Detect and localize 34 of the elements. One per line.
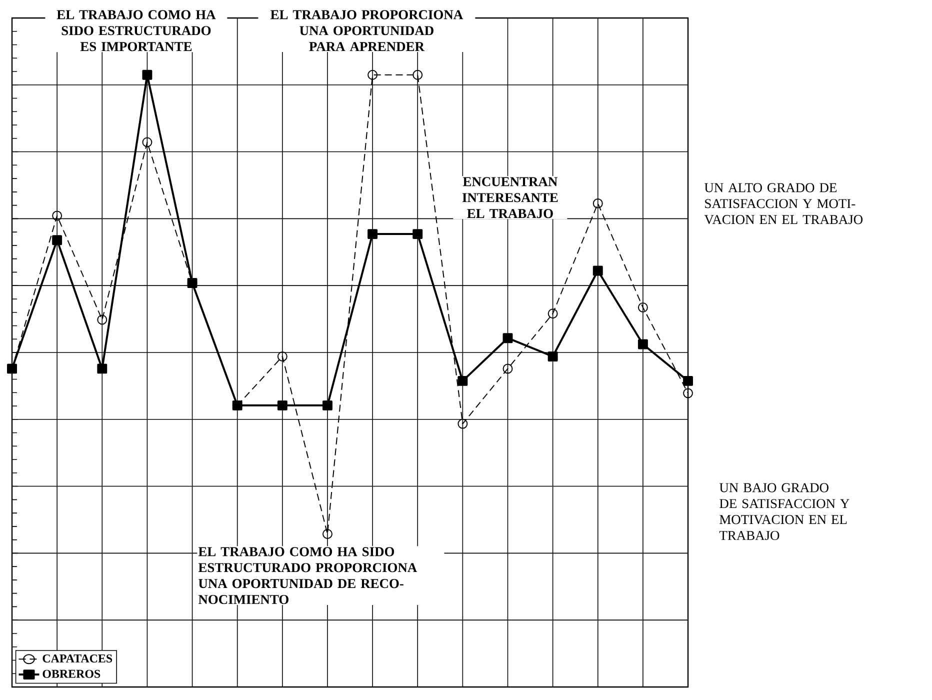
point xyxy=(52,235,62,246)
point xyxy=(52,210,62,221)
point xyxy=(97,314,108,325)
point xyxy=(368,70,378,80)
point xyxy=(277,351,288,362)
point xyxy=(458,418,468,429)
point xyxy=(592,198,603,208)
point xyxy=(142,70,152,80)
point xyxy=(368,229,378,240)
text: EL TRABAJO PROPORCIONA UNA OPORTUNIDAD PARA APRENDER xyxy=(270,10,463,51)
point xyxy=(548,351,558,362)
point xyxy=(322,400,332,410)
annotation: ENCUENTRAN INTERESANTE EL TRABAJO xyxy=(462,177,558,218)
point xyxy=(277,400,288,410)
point xyxy=(458,376,468,386)
legend-label: CAPATACES xyxy=(42,654,112,662)
point xyxy=(412,229,423,240)
legend-label: OBREROS xyxy=(42,670,100,678)
point xyxy=(683,388,693,398)
point xyxy=(322,528,332,539)
text: EL TRABAJO COMO HA SIDO ESTRUCTURADO ES IMPORTANTE xyxy=(56,10,216,52)
point xyxy=(638,302,648,312)
point xyxy=(97,364,108,374)
point xyxy=(502,364,513,374)
point xyxy=(548,308,558,319)
annotation: EL TRABAJO COMO HA SIDO ESTRUCTURADO PROPORCIONA UNA OPORTUNIDAD DE RECO-NOCIMIENTO xyxy=(198,547,418,604)
text: UN BAJO GRADO DE SATISFACCION Y MOTIVACION EN EL TRABAJO xyxy=(719,483,850,540)
point xyxy=(502,333,513,344)
text: UN ALTO GRADO DE SATISFACCION Y MOTI-VACION EN EL TRABAJO xyxy=(704,183,863,224)
point xyxy=(683,376,693,386)
point xyxy=(142,137,152,148)
point xyxy=(638,339,648,350)
point xyxy=(592,266,603,276)
point xyxy=(412,70,423,80)
